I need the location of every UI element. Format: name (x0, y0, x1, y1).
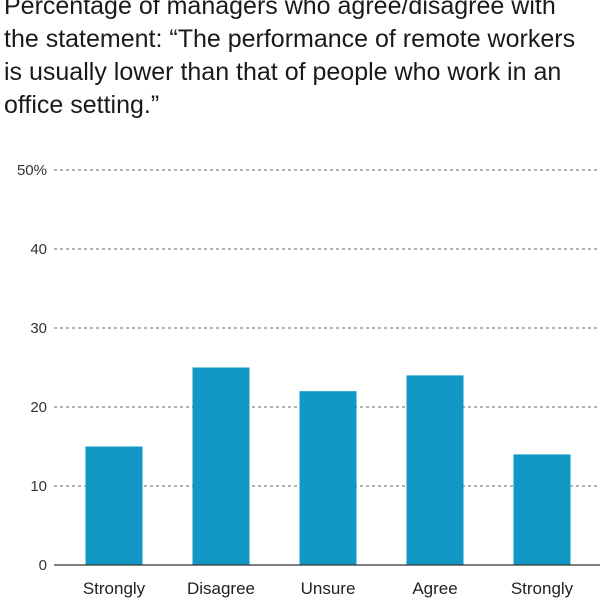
x-category-label: Strongly (511, 579, 574, 598)
bar (192, 367, 250, 565)
y-tick-label: 0 (39, 557, 47, 574)
x-category-label: Disagree (187, 579, 255, 598)
x-category-label: Strongly (83, 579, 146, 598)
y-axis-ticks: 0 10 20 30 40 50% (17, 162, 47, 574)
x-axis-labels: Strongly Disagree Unsure Agree Strongly (83, 579, 574, 598)
bars (85, 367, 571, 565)
chart-title: Percentage of managers who agree/disagre… (4, 0, 576, 119)
y-tick-label: 20 (30, 399, 47, 416)
y-tick-label: 30 (30, 320, 47, 337)
bar (513, 454, 571, 565)
x-category-label: Agree (412, 579, 457, 598)
bar (85, 446, 143, 565)
bar (299, 391, 357, 565)
bar (406, 375, 464, 565)
y-tick-label: 40 (30, 241, 47, 258)
x-category-label: Unsure (301, 579, 356, 598)
y-tick-label: 50% (17, 162, 47, 179)
y-tick-label: 10 (30, 478, 47, 495)
